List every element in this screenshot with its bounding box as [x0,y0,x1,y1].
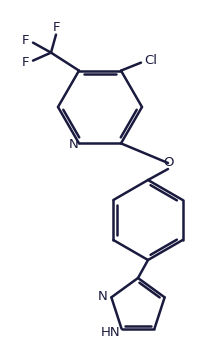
Text: HN: HN [101,326,120,339]
Text: N: N [97,290,107,303]
Text: N: N [69,138,79,151]
Text: O: O [164,157,174,170]
Text: F: F [22,56,30,69]
Text: F: F [22,34,30,47]
Text: F: F [53,21,61,34]
Text: Cl: Cl [145,54,157,67]
